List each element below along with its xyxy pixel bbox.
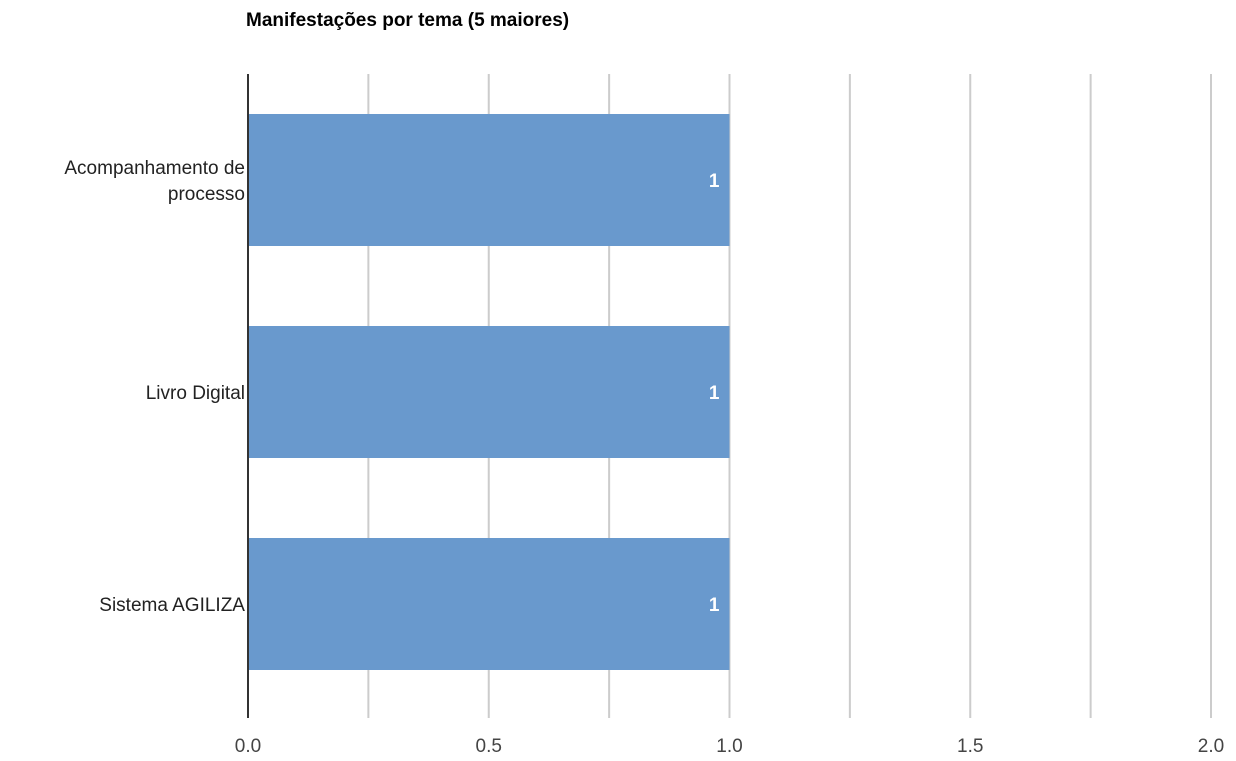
bar bbox=[248, 538, 730, 670]
x-tick-label: 0.5 bbox=[476, 736, 502, 757]
x-tick-label: 1.5 bbox=[957, 736, 983, 757]
bar bbox=[248, 326, 730, 458]
category-label: Acompanhamento de processo bbox=[64, 158, 245, 205]
x-tick-label: 1.0 bbox=[716, 736, 742, 757]
x-tick-label: 0.0 bbox=[235, 736, 261, 757]
x-tick-label: 2.0 bbox=[1198, 736, 1224, 757]
category-label: Sistema AGILIZA bbox=[99, 595, 245, 616]
x-tick-labels: 0.0 0.5 1.0 1.5 2.0 bbox=[235, 736, 1224, 757]
data-labels: 1 1 1 bbox=[709, 171, 720, 616]
bar bbox=[248, 114, 730, 246]
bars bbox=[248, 114, 730, 670]
data-label: 1 bbox=[709, 595, 720, 616]
data-label: 1 bbox=[709, 171, 720, 192]
data-label: 1 bbox=[709, 383, 720, 404]
category-labels: Acompanhamento de processo Livro Digital Si… bbox=[64, 158, 245, 616]
category-label: Livro Digital bbox=[146, 383, 245, 404]
chart-title: Manifestações por tema (5 maiores) bbox=[246, 10, 570, 31]
